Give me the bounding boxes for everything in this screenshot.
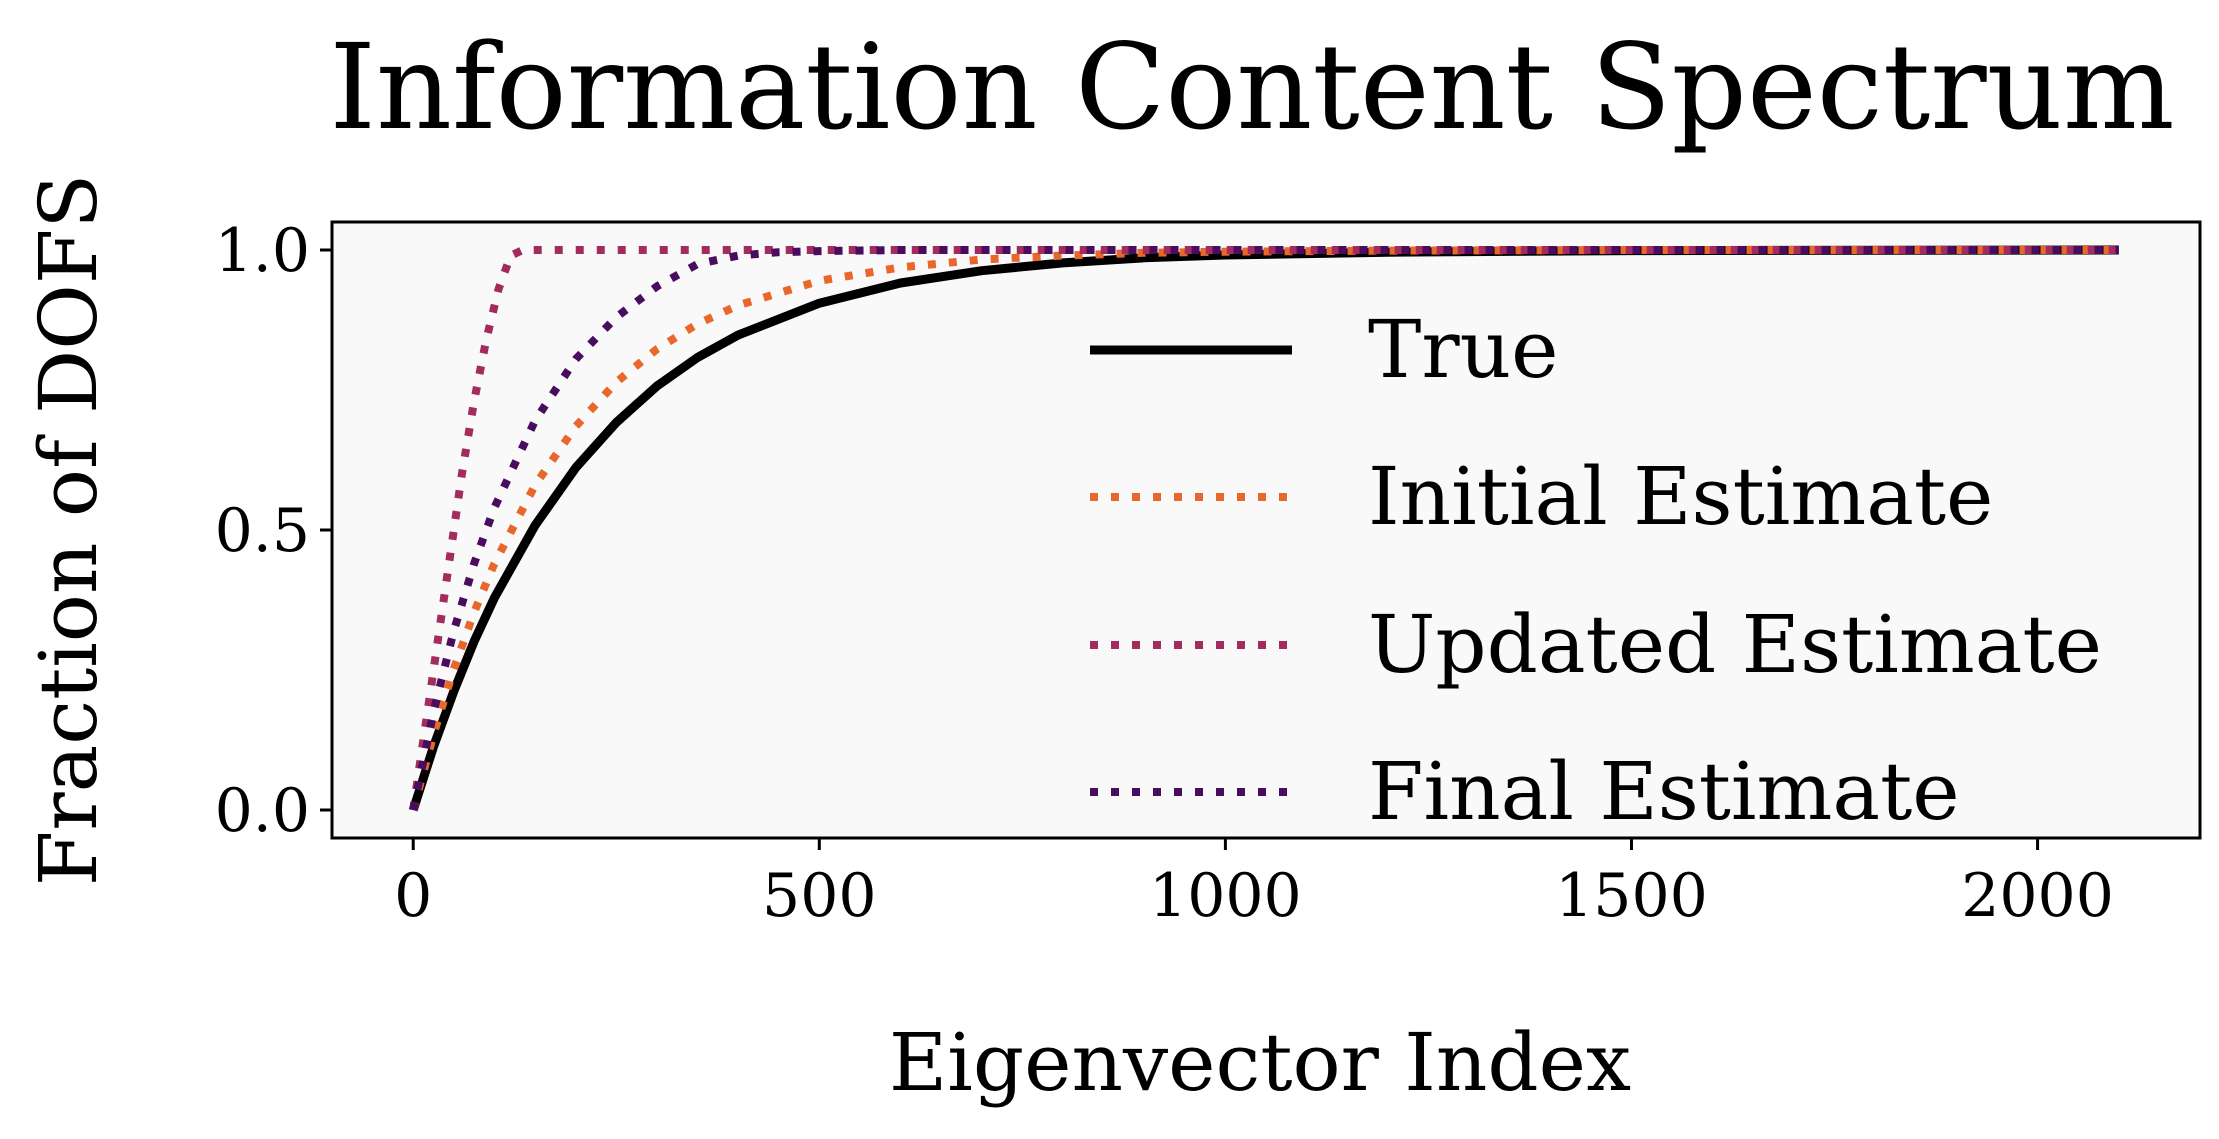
x-tick-label: 1000 — [1149, 861, 1302, 931]
y-tick-label: 0.5 — [215, 496, 310, 566]
legend-label: Final Estimate — [1368, 745, 1960, 838]
x-axis-ticks: 0 500 1000 1500 2000 — [394, 838, 2114, 931]
y-tick-label: 0.0 — [215, 776, 310, 846]
x-axis-label: Eigenvector Index — [889, 1016, 1631, 1109]
x-tick-label: 0 — [394, 861, 432, 931]
legend-label: True — [1368, 303, 1558, 396]
chart-title: Information Content Spectrum — [329, 18, 2174, 156]
series-line-final-estimate — [409, 246, 2119, 811]
x-tick-label: 500 — [762, 861, 877, 931]
legend-label: Initial Estimate — [1368, 450, 1993, 543]
plot-background — [332, 222, 2200, 838]
legend: True Initial Estimate Updated Estimate Fina… — [1090, 303, 2102, 838]
y-axis-label: Fraction of DOFS — [22, 174, 115, 886]
y-axis-ticks: 0.0 0.5 1.0 — [215, 216, 332, 846]
series-layer — [408, 245, 2119, 812]
x-tick-label: 1500 — [1555, 861, 1708, 931]
series-line-true — [408, 245, 2119, 812]
x-tick-label: 2000 — [1961, 861, 2114, 931]
y-tick-label: 1.0 — [215, 216, 310, 286]
legend-label: Updated Estimate — [1368, 598, 2102, 691]
series-line-initial-estimate — [409, 246, 2119, 812]
